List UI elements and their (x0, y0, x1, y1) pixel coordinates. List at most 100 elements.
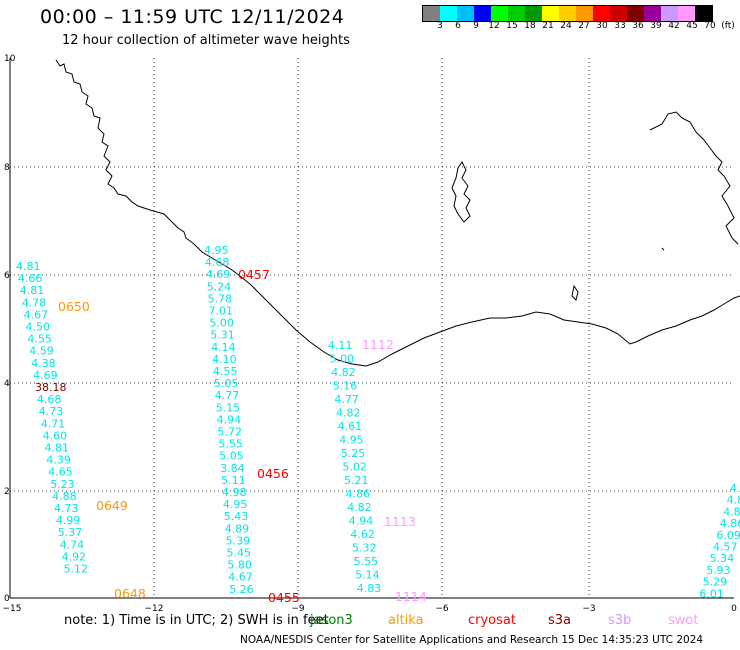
colorbar-swatch (576, 6, 593, 21)
wave-height-label: 5.45 (227, 547, 252, 560)
x-tick-label: −15 (3, 604, 22, 614)
wave-height-label: 4.60 (43, 429, 68, 442)
colorbar-swatch (457, 6, 474, 21)
colorbar-label: 15 (506, 21, 518, 31)
map-title: 00:00 – 11:59 UTC 12/11/2024 (40, 6, 345, 28)
x-tick-label: 0 (731, 604, 737, 614)
wave-height-label: 6.09 (716, 529, 740, 542)
wave-height-label: 4.68 (37, 393, 62, 406)
colorbar-label: 9 (473, 21, 479, 31)
wave-height-label: 4.86 (730, 482, 740, 495)
colorbar-label: (ft) (721, 21, 735, 31)
colorbar-swatch (661, 6, 678, 21)
colorbar-swatch (508, 6, 525, 21)
colorbar-swatch (644, 6, 661, 21)
colorbar-label: 70 (704, 21, 716, 31)
colorbar-swatch (491, 6, 508, 21)
pass-time-labels: 0650 0649 0648 0457 0456 0455 1112 1113 1114 (58, 267, 427, 605)
x-tick-label: −3 (582, 604, 595, 614)
colorbar-swatch (559, 6, 576, 21)
satellite-legend-item-swot: swot (668, 613, 699, 628)
pass-time-label: 0649 (96, 498, 128, 513)
wave-height-label: 5.34 (710, 552, 735, 565)
map-frame (9, 58, 734, 599)
wave-height-label: 4.95 (223, 498, 248, 511)
wave-height-label: 4.88 (52, 490, 77, 503)
colorbar-swatch (423, 6, 440, 21)
colorbar-label: 33 (614, 21, 626, 31)
map-grid (10, 58, 734, 598)
wave-height-label: 4.50 (26, 321, 51, 334)
wave-height-label: 5.00 (209, 317, 234, 330)
wave-height-label: 4.86 (723, 505, 740, 518)
wave-height-label: 4.69 (206, 268, 231, 281)
wave-height-label: 4.82 (347, 501, 372, 514)
wave-height-label: 4.81 (16, 260, 41, 273)
wave-height-label: 5.55 (354, 555, 379, 568)
wave-height-label: 3.84 (220, 462, 245, 475)
wave-height-label: 4.10 (212, 353, 237, 366)
satellite-legend-item-s3a: s3a (548, 613, 572, 628)
wave-height-label: 5.23 (50, 478, 74, 491)
y-tick-label: 6 (4, 271, 10, 281)
wave-height-label: 4.77 (334, 393, 359, 406)
wave-height-label: 4.95 (339, 434, 364, 447)
wave-height-label: 4.39 (46, 454, 71, 467)
colorbar-label: 21 (542, 21, 554, 31)
wave-height-label: 4.82 (336, 407, 361, 420)
wave-height-label: 4.81 (45, 442, 70, 455)
wave-height-label: 5.25 (341, 447, 366, 460)
wave-height-label: 4.98 (222, 486, 247, 499)
y-tick-label: 4 (4, 379, 10, 389)
pass-time-label: 0648 (114, 586, 146, 601)
colorbar-swatch (525, 6, 542, 21)
coastline-island-1 (451, 161, 471, 223)
colorbar-label: 27 (578, 21, 590, 31)
altimeter-tracks: 4.814.664.814.784.674.504.554.594.384.69… (16, 244, 740, 600)
wave-height-label: 5.31 (210, 329, 235, 342)
coastline-main (55, 59, 740, 367)
wave-height-label: 5.24 (207, 280, 232, 293)
wave-height-label: 4.61 (338, 420, 363, 433)
wave-height-label: 5.02 (342, 461, 367, 474)
x-tick-label: −6 (435, 604, 449, 614)
wave-height-label: 4.86 (727, 494, 740, 507)
wave-height-label: 6.01 (699, 587, 724, 600)
map-subtitle: 12 hour collection of altimeter wave hei… (62, 33, 350, 48)
wave-height-label: 5.00 (330, 353, 355, 366)
wave-height-label: 38.18 (35, 381, 67, 394)
wave-height-label: 5.39 (226, 534, 251, 547)
satellite-legend-item-altika: altika (388, 613, 424, 628)
wave-height-label: 4.86 (346, 488, 371, 501)
wave-height-label: 4.55 (213, 365, 238, 378)
wave-height-label: 4.92 (62, 550, 87, 563)
wave-height-label: 4.66 (18, 272, 43, 285)
wave-height-label: 5.80 (227, 559, 252, 572)
wave-height-label: 5.32 (352, 542, 377, 555)
wave-height-label: 4.11 (328, 339, 353, 352)
satellite-legend-item-s3b: s3b (608, 613, 632, 628)
credits-line: NOAA/NESDIS Center for Satellite Applica… (240, 634, 704, 646)
wave-height-label: 7.01 (209, 305, 234, 318)
wave-height-label: 4.82 (331, 366, 356, 379)
wave-height-label: 5.11 (221, 474, 246, 487)
wave-height-label: 4.55 (27, 333, 52, 346)
wave-height-label: 4.68 (205, 256, 230, 269)
pass-time-label: 1114 (395, 589, 427, 604)
coastline-island-4 (661, 247, 665, 251)
colorbar-label: 24 (560, 21, 572, 31)
colorbar-swatch (593, 6, 610, 21)
colorbar-label: 6 (455, 21, 461, 31)
y-tick-label: 8 (4, 163, 10, 173)
wave-height-label: 4.83 (357, 582, 382, 595)
wave-height-label: 5.16 (333, 380, 358, 393)
wave-height-label: 5.43 (224, 510, 249, 523)
wave-height-label: 4.67 (228, 571, 253, 584)
colorbar-label: 45 (686, 21, 698, 31)
wave-height-label: 4.74 (60, 538, 84, 551)
wave-height-label: 5.55 (218, 438, 243, 451)
colorbar-swatch (542, 6, 559, 21)
wave-height-label: 4.38 (31, 357, 56, 370)
footnote-text: note: 1) Time is in UTC; 2) SWH is in fe… (64, 613, 329, 628)
